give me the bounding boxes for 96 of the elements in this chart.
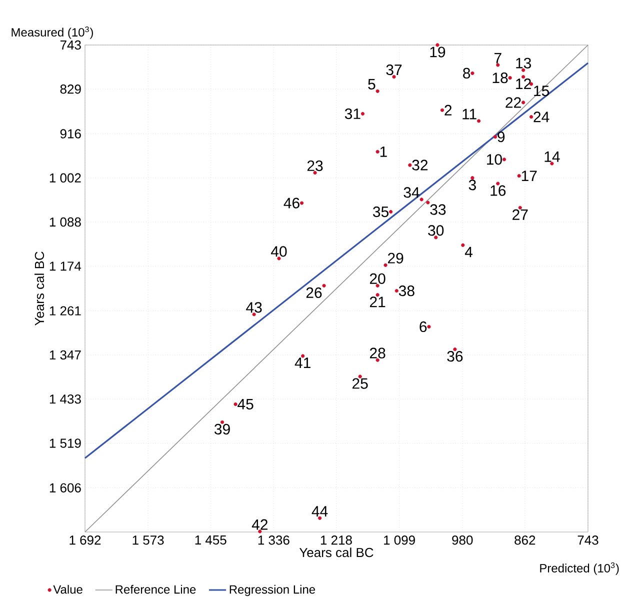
annotation: 27 <box>512 209 528 220</box>
legend-label: Value <box>53 584 82 594</box>
x-tick-label: 862 <box>514 536 536 545</box>
annotation: 10 <box>487 154 502 165</box>
point <box>384 263 388 267</box>
y-tick-label: 743 <box>60 40 81 50</box>
point <box>522 100 526 104</box>
legend-label: Reference Line <box>116 584 196 594</box>
point <box>300 201 304 205</box>
annotation: 29 <box>388 252 404 264</box>
point <box>427 324 431 329</box>
point <box>440 108 444 112</box>
annotation: 25 <box>352 378 368 389</box>
annotation: 33 <box>430 204 446 215</box>
x-tick-label: 980 <box>452 536 473 545</box>
annotation: 1 <box>380 146 387 157</box>
annotation: 22 <box>506 97 521 108</box>
annotation: 39 <box>214 424 230 434</box>
x-tick-label: 1 692 <box>70 536 101 545</box>
annotation: 9 <box>498 132 505 142</box>
point <box>461 243 465 247</box>
annotation: 46 <box>284 198 300 208</box>
y-tick-label: 1 433 <box>50 394 81 404</box>
annotation: 11 <box>462 108 476 120</box>
annotation: 26 <box>306 287 322 298</box>
point <box>394 289 398 293</box>
y-tick-label: 1 088 <box>50 217 81 227</box>
annotation: 3 <box>468 180 476 190</box>
annotation: 18 <box>492 72 508 84</box>
annotation: 42 <box>252 519 268 530</box>
x-tick-label: 1 218 <box>320 536 352 545</box>
point <box>508 76 512 80</box>
annotation: 17 <box>522 170 537 182</box>
annotation: 13 <box>516 58 532 68</box>
annotation: 8 <box>463 68 470 79</box>
x-tick-label: 1 573 <box>132 536 164 545</box>
annotation: 41 <box>294 358 310 368</box>
x-tick-label: 1 455 <box>195 536 226 545</box>
annotation: 36 <box>447 351 463 362</box>
y-tick-label: 1 347 <box>50 350 81 360</box>
point <box>420 198 424 202</box>
point <box>322 284 326 288</box>
point <box>470 71 474 76</box>
y-tick-label: 1 519 <box>50 438 81 448</box>
y-tick-label: 1 002 <box>50 173 81 183</box>
annotation: 12 <box>516 78 531 89</box>
x-axis-title: Years cal BC <box>299 548 374 558</box>
annotation: 15 <box>534 86 550 96</box>
annotation: 44 <box>312 506 328 516</box>
y-tick-label: 1 174 <box>50 262 82 271</box>
x-tick-label: 1 336 <box>258 536 290 545</box>
annotation: 20 <box>370 273 386 284</box>
x-tick-label: 743 <box>578 536 598 545</box>
legend-label: Regression Line <box>230 584 316 596</box>
annotation: 16 <box>490 185 506 196</box>
y-axis-title: Years cal BC <box>34 252 44 326</box>
point <box>234 402 238 406</box>
y-tick-label: 829 <box>60 84 81 94</box>
annotation: 38 <box>398 285 414 296</box>
annotation: 21 <box>370 296 386 308</box>
point <box>360 112 365 116</box>
annotation: 24 <box>534 112 550 122</box>
annotation: 43 <box>246 302 262 313</box>
point <box>389 210 393 214</box>
annotation: 37 <box>386 64 402 76</box>
text: Measured (10$^{3}$) <box>12 26 93 39</box>
point <box>408 163 412 167</box>
annotation: 35 <box>373 206 388 218</box>
annotation: 2 <box>444 104 452 116</box>
annotation: 4 <box>464 246 473 258</box>
point <box>477 119 481 123</box>
annotation: 28 <box>370 348 386 358</box>
point <box>493 135 498 139</box>
x-tick-label: 1 099 <box>384 536 415 545</box>
annotation: 7 <box>494 52 502 64</box>
point <box>426 200 430 204</box>
text: Predicted (10$^{3}$) <box>540 562 619 575</box>
annotation: 45 <box>238 398 254 410</box>
point <box>517 174 521 178</box>
annotation: 40 <box>270 246 287 257</box>
annotation: 34 <box>404 187 420 198</box>
annotation: 5 <box>368 79 376 90</box>
point <box>376 89 380 93</box>
annotation: 31 <box>344 108 360 120</box>
point <box>502 158 506 162</box>
y-tick-label: 916 <box>60 129 81 138</box>
annotation: 32 <box>412 160 428 170</box>
annotation: 14 <box>544 152 560 162</box>
point <box>529 115 534 119</box>
annotation: 6 <box>420 321 427 332</box>
annotation: 19 <box>430 46 446 58</box>
point <box>376 150 380 154</box>
y-tick-label: 1 606 <box>50 483 81 492</box>
annotation: 30 <box>428 225 444 236</box>
y-tick-label: 1 261 <box>50 306 81 316</box>
annotation: 23 <box>307 160 323 172</box>
